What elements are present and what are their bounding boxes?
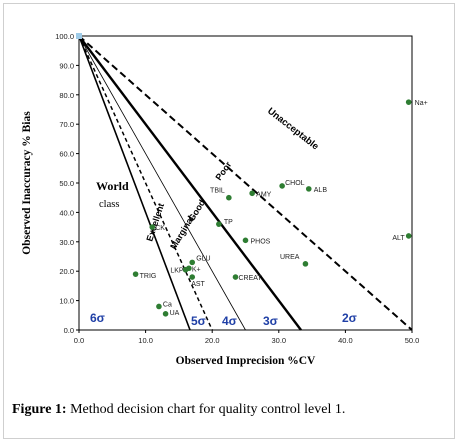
sigma-label-4: 4σ <box>222 314 237 328</box>
data-point-TBIL <box>226 194 232 201</box>
y-tick-label: 60.0 <box>59 150 74 159</box>
sigma-line-5σ <box>78 35 213 331</box>
point-label-Na+: Na+ <box>415 100 428 107</box>
x-tick-label: 40.0 <box>338 336 353 345</box>
data-point-PHOS <box>242 237 249 244</box>
region-label-unacceptable: Unacceptable <box>265 106 320 153</box>
data-point-CHOL <box>279 183 285 189</box>
figure-frame: 0.0 10.0 20.0 30.0 40.0 50.0 60.0 70.0 80.0 90.0 1… <box>3 3 455 439</box>
sigma-label-3: 5σ <box>191 314 206 328</box>
data-point-LKP <box>182 266 189 273</box>
y-tick-label: 100.0 <box>55 32 74 41</box>
figure-caption: Figure 1: Method decision chart for qual… <box>12 402 345 418</box>
data-point-TP <box>216 221 222 227</box>
x-axis-title: Observed Imprecision %CV <box>176 355 316 367</box>
data-point-ALT <box>405 233 412 239</box>
point-label-TBIL: TBIL <box>210 188 225 195</box>
y-tick-label: 80.0 <box>59 91 74 100</box>
y-tick-label: 50.0 <box>59 179 74 188</box>
y-tick-label: 20.0 <box>59 267 74 276</box>
y-tick-label: 90.0 <box>59 61 74 70</box>
point-label-UREA: UREA <box>280 254 300 261</box>
data-point-Na+ <box>405 99 412 105</box>
y-tick-label: 10.0 <box>59 297 74 306</box>
sigma-line-3σ <box>78 35 302 331</box>
data-point-UREA <box>302 261 309 267</box>
point-label-CK: CK <box>155 225 165 232</box>
y-tick-label: 40.0 <box>59 208 74 217</box>
x-tick-label: 0.0 <box>74 336 84 345</box>
point-label-TP: TP <box>224 219 233 226</box>
point-label-CHOL: CHOL <box>285 180 305 187</box>
sigma-label-6: 2σ <box>342 311 357 325</box>
data-point-Ca <box>156 303 162 310</box>
method-decision-chart: 0.0 10.0 20.0 30.0 40.0 50.0 60.0 70.0 80.0 90.0 1… <box>21 32 428 367</box>
x-tick-label: 10.0 <box>138 336 153 345</box>
y-tick-label: 0.0 <box>64 326 74 335</box>
point-label-Ca: Ca <box>163 301 172 308</box>
caption-text: Method decision chart for quality contro… <box>70 402 346 417</box>
point-label-TRIG: TRIG <box>140 273 157 280</box>
region-label-good: Good <box>186 198 207 223</box>
data-point-AST <box>189 274 196 280</box>
point-label-PHOS: PHOS <box>251 238 271 245</box>
sigma-label-2: 6σ <box>90 311 105 325</box>
point-label-LKP: LKP <box>170 268 184 275</box>
data-point-TRIG <box>132 271 139 277</box>
data-point-AMY <box>249 190 255 197</box>
caption-label: Figure 1: <box>12 402 67 417</box>
x-tick-label: 20.0 <box>205 336 220 345</box>
point-label-GLU: GLU <box>196 255 210 262</box>
x-tick-label: 30.0 <box>271 336 286 345</box>
region-label-world: World <box>96 179 129 193</box>
y-tick-label: 70.0 <box>59 120 74 129</box>
point-label-CREAT: CREAT <box>239 275 263 282</box>
point-label-ALT: ALT <box>392 235 405 242</box>
point-label-AST: AST <box>191 281 205 288</box>
sigma-label-5: 3σ <box>263 314 278 328</box>
data-point-CREAT <box>232 274 239 280</box>
sigma-line-4σ <box>78 35 246 331</box>
sigma-line-6σ <box>78 35 191 331</box>
data-point-CK <box>149 224 156 230</box>
data-point-GLU <box>189 259 196 266</box>
point-label-UA: UA <box>170 310 180 317</box>
point-label-ALB: ALB <box>314 187 328 194</box>
point-label-K+: K+ <box>192 266 201 273</box>
data-point-UA <box>162 311 169 317</box>
y-axis-title: Observed Inaccuracy % Bias <box>21 111 33 255</box>
data-point-ALB <box>305 186 312 192</box>
x-tick-label: 50.0 <box>405 336 420 345</box>
point-label-AMY: AMY <box>256 191 272 198</box>
origin-marker <box>76 33 82 39</box>
sigma-line-2σ <box>78 35 413 331</box>
region-label-class: class <box>99 199 119 210</box>
y-tick-label: 30.0 <box>59 238 74 247</box>
